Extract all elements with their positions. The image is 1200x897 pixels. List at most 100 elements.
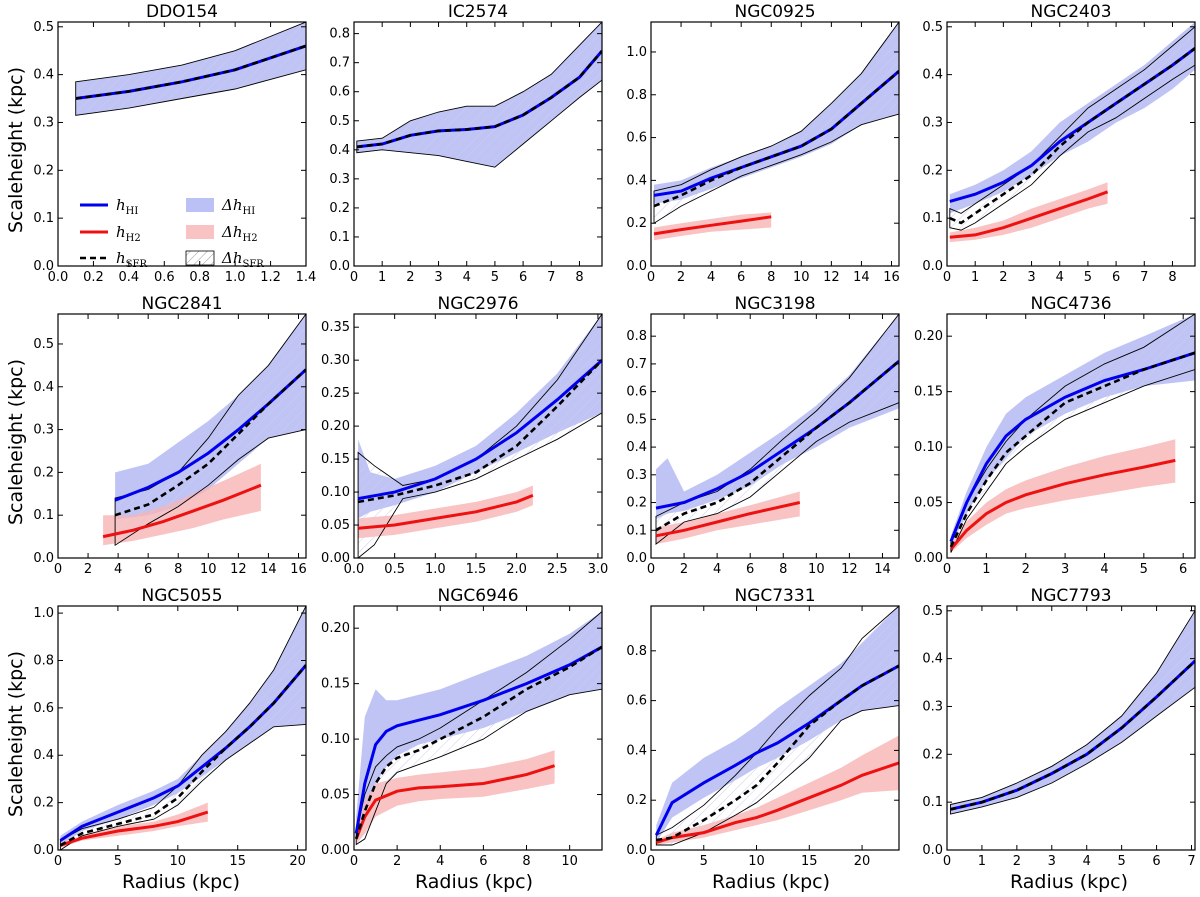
- y-tick-label: 0.20: [914, 329, 943, 344]
- y-tick-label: 0.2: [922, 747, 943, 762]
- panel-ic2574: IC2574 0 1 2 3 4 5 6 7 8 0.0 0.1 0.2 0.3 0.4 0.5 0.6 0.7 0…: [329, 2, 603, 285]
- x-tick-label: 1.4: [296, 270, 317, 285]
- plot-area-ngc0925: [653, 22, 899, 241]
- panel-title: IC2574: [448, 2, 508, 22]
- y-tick-label: 0.0: [922, 843, 943, 858]
- x-tick-label: 8: [575, 270, 583, 285]
- axes-frame: [57, 21, 307, 267]
- x-tick-label: 5: [114, 854, 122, 869]
- y-tick-label: 0.3: [922, 115, 943, 130]
- y-tick-label: 0.15: [321, 452, 350, 467]
- plot-area-ddo154: [75, 22, 306, 116]
- x-tick-label: 0: [54, 854, 62, 869]
- panel-title: NGC2403: [1030, 2, 1111, 22]
- x-tick-label: 0: [943, 270, 951, 285]
- x-axis-label-col-4: Radius (kpc): [1010, 871, 1128, 893]
- legend-entry-hi-band: ΔhHI: [186, 196, 255, 217]
- x-tick-label: 0: [943, 854, 951, 869]
- y-tick-label: 0.10: [321, 485, 350, 500]
- y-tick-label: 0.15: [321, 677, 350, 692]
- y-tick-label: 0.5: [626, 412, 647, 427]
- x-tick-label: 0: [350, 270, 358, 285]
- x-tick-label: 4: [1100, 562, 1108, 577]
- x-tick-label: 12: [823, 270, 840, 285]
- x-tick-label: 0: [943, 562, 951, 577]
- legend-label: ΔhH2: [221, 223, 258, 244]
- x-tick-label: 7: [1187, 854, 1195, 869]
- x-tick-label: 0: [647, 562, 655, 577]
- y-tick-label: 0.2: [33, 465, 54, 480]
- x-tick-label: 10: [200, 562, 217, 577]
- x-tick-label: 3: [1061, 562, 1069, 577]
- legend-label: hH2: [116, 223, 141, 244]
- x-axis-label-col-1: Radius (kpc): [122, 871, 240, 893]
- sfr-scaleheight-line: [75, 44, 306, 100]
- plot-area-ngc2403: [949, 22, 1195, 243]
- h2-scaleheight-line: [655, 761, 899, 844]
- x-tick-label: 15: [229, 854, 246, 869]
- sfr-scaleheight-line: [949, 47, 1195, 225]
- legend-entry-hi: hHI: [80, 196, 138, 217]
- x-tick-label: 0.0: [344, 562, 365, 577]
- y-tick-label: 0.2: [329, 201, 350, 216]
- x-tick-label: 4: [436, 854, 444, 869]
- hi-scaleheight-line: [354, 645, 602, 834]
- y-tick-label: 0.2: [626, 496, 647, 511]
- x-tick-label: 0.5: [384, 562, 405, 577]
- x-tick-label: 4: [707, 270, 715, 285]
- x-tick-label: 2.0: [506, 562, 527, 577]
- y-tick-label: 0.5: [33, 337, 54, 352]
- panel-title: NGC5055: [141, 586, 222, 606]
- x-tick-label: 10: [561, 854, 578, 869]
- x-tick-label: 6: [737, 270, 745, 285]
- x-tick-label: 14: [853, 270, 870, 285]
- legend-label: hHI: [116, 196, 138, 217]
- y-tick-label: 0.8: [329, 27, 350, 42]
- y-tick-label: 0.1: [922, 211, 943, 226]
- y-tick-label: 0.7: [626, 357, 647, 372]
- x-tick-label: 10: [748, 854, 765, 869]
- x-tick-label: 1: [971, 270, 979, 285]
- x-axis-label-col-3: Radius (kpc): [712, 871, 830, 893]
- y-tick-label: 0.0: [33, 259, 54, 274]
- sfr-uncertainty-band: [75, 22, 306, 116]
- y-tick-label: 0.2: [33, 796, 54, 811]
- y-tick-label: 0.35: [321, 320, 350, 335]
- axes-frame: [650, 21, 900, 267]
- sfr-uncertainty-band: [355, 610, 602, 846]
- x-tick-label: 1.5: [466, 562, 487, 577]
- y-tick-label: 0.30: [321, 353, 350, 368]
- hi-scaleheight-line: [59, 664, 306, 842]
- sfr-scaleheight-line: [59, 664, 306, 847]
- y-tick-label: 0.7: [329, 56, 350, 71]
- y-tick-label: 0.6: [626, 131, 647, 146]
- x-tick-label: 6: [144, 562, 152, 577]
- x-tick-label: 14: [874, 562, 891, 577]
- plot-area-ngc4736: [949, 314, 1195, 553]
- x-tick-label: 20: [854, 854, 871, 869]
- y-tick-label: 1.0: [626, 45, 647, 60]
- panel-title: NGC6946: [437, 586, 518, 606]
- x-tick-label: 10: [793, 270, 810, 285]
- y-tick-label: 0.1: [33, 508, 54, 523]
- y-tick-label: 0.0: [626, 259, 647, 274]
- panel-ngc7331: NGC7331 0 5 10 15 20 0.0 0.2 0.4 0.6 0.8: [626, 586, 900, 869]
- x-tick-label: 5: [1118, 854, 1126, 869]
- y-tick-label: 0.4: [33, 748, 54, 763]
- x-tick-label: 12: [841, 562, 858, 577]
- x-tick-label: 2: [680, 562, 688, 577]
- sfr-uncertainty-band: [356, 22, 602, 168]
- x-tick-label: 15: [801, 854, 818, 869]
- y-tick-label: 0.4: [626, 440, 647, 455]
- y-tick-label: 0.8: [626, 88, 647, 103]
- plot-area-ngc7793: [950, 609, 1195, 815]
- legend-swatch: [186, 225, 214, 239]
- y-tick-label: 0.0: [33, 843, 54, 858]
- plot-area-ngc3198: [655, 314, 899, 546]
- plot-area-ngc6946: [354, 610, 602, 846]
- plot-area-ngc7331: [654, 606, 899, 846]
- y-tick-label: 1.0: [33, 606, 54, 621]
- y-tick-label: 0.05: [321, 518, 350, 533]
- y-tick-label: 0.2: [626, 216, 647, 231]
